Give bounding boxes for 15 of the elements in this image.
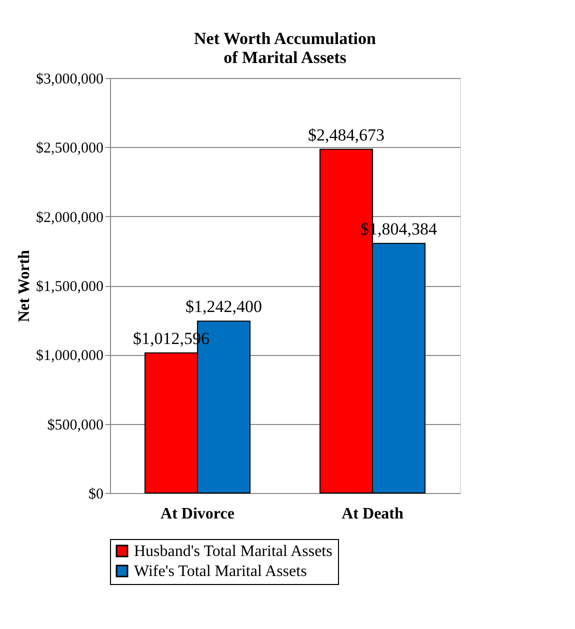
y-tick-label: $2,500,000 [36, 140, 104, 157]
x-tick-label: At Divorce [160, 506, 234, 522]
data-label: $2,484,673 [308, 125, 384, 144]
y-tick-label: $0 [88, 486, 104, 502]
data-label: $1,242,400 [186, 297, 262, 316]
y-tick-label: $500,000 [47, 417, 104, 434]
y-tick-label: $3,000,000 [36, 72, 104, 88]
y-tick-label: $2,000,000 [36, 210, 104, 226]
y-tick-label: $1,500,000 [36, 279, 104, 295]
chart-title: Net Worth Accumulation of Marital Assets [194, 29, 377, 67]
x-tick-label: At Death [342, 506, 404, 522]
y-tick-label: $1,000,000 [36, 348, 104, 364]
legend-label: Wife's Total Marital Assets [134, 563, 307, 580]
legend-label: Husband's Total Marital Assets [134, 543, 332, 560]
y-axis-title: Net Worth [16, 250, 33, 322]
